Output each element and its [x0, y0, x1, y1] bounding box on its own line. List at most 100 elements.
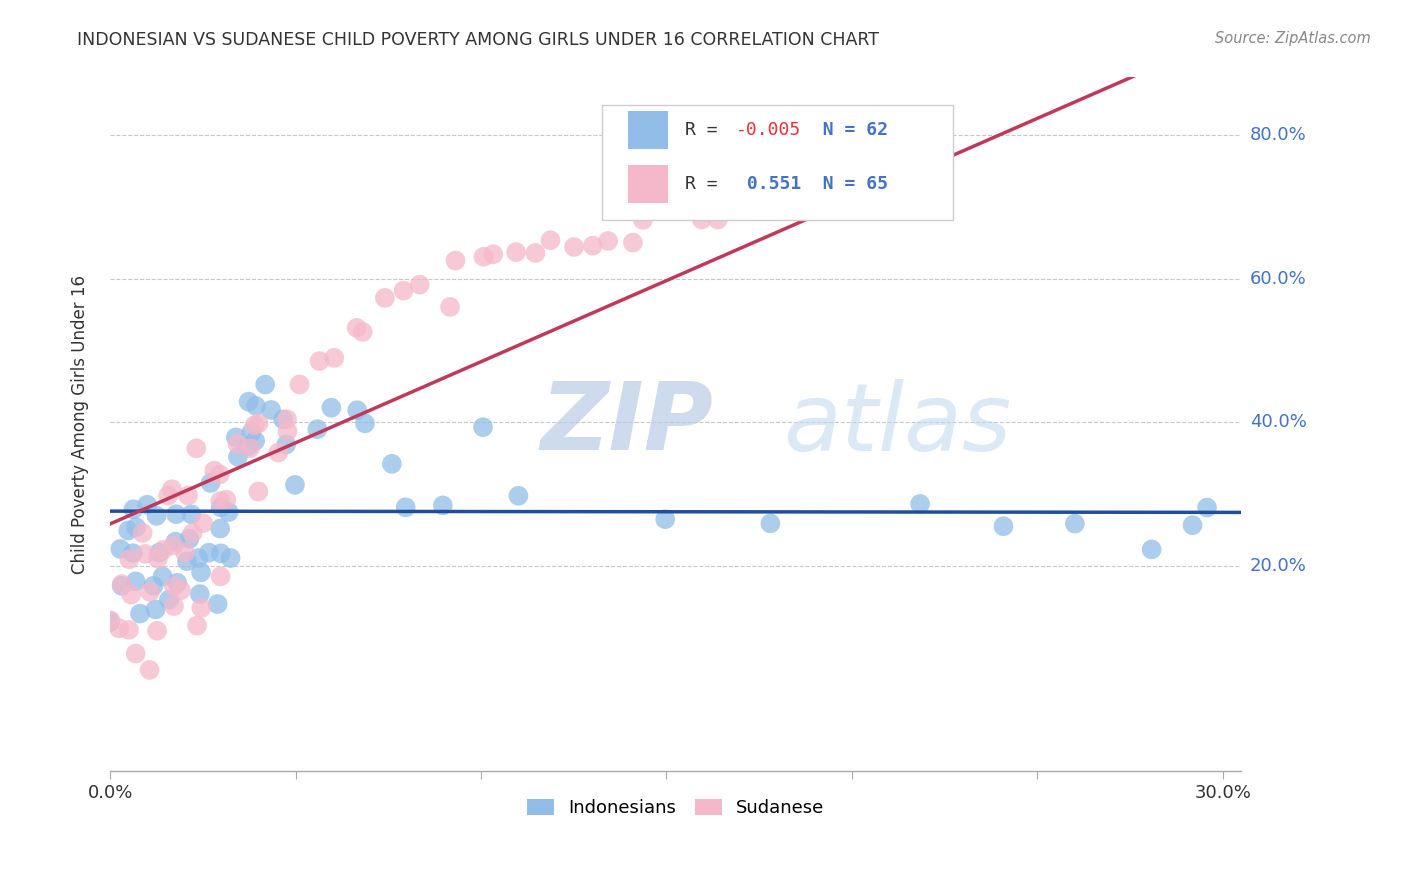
- Text: 60.0%: 60.0%: [1250, 269, 1306, 287]
- Point: [200, 475, 222, 490]
- Point: [209, 522, 232, 536]
- Point: [202, 464, 225, 478]
- Point: [243, 434, 266, 448]
- Point: [118, 623, 141, 637]
- Point: [98, 615, 121, 629]
- Point: [209, 546, 232, 560]
- Point: [100, 613, 122, 627]
- Text: atlas: atlas: [783, 378, 1011, 469]
- Point: [439, 300, 461, 314]
- Point: [284, 478, 307, 492]
- Point: [651, 201, 673, 215]
- Point: [392, 284, 415, 298]
- Point: [239, 442, 262, 456]
- Point: [125, 574, 148, 589]
- Point: [226, 437, 249, 451]
- Point: [505, 245, 527, 260]
- Text: N = 62: N = 62: [801, 121, 889, 139]
- Point: [346, 321, 368, 335]
- Point: [136, 498, 159, 512]
- Point: [138, 663, 160, 677]
- Point: [157, 592, 180, 607]
- Point: [706, 212, 728, 227]
- Point: [110, 541, 132, 556]
- Point: [621, 235, 644, 250]
- Point: [187, 551, 209, 566]
- Point: [179, 532, 201, 546]
- Text: 20.0%: 20.0%: [1250, 557, 1306, 575]
- Point: [152, 542, 174, 557]
- Point: [190, 566, 212, 580]
- Point: [472, 420, 495, 434]
- Point: [267, 445, 290, 459]
- Point: [188, 587, 211, 601]
- Point: [271, 412, 294, 426]
- Point: [381, 457, 404, 471]
- Point: [243, 418, 266, 433]
- Point: [209, 500, 232, 515]
- Point: [1140, 542, 1163, 557]
- Point: [219, 551, 242, 566]
- Point: [346, 403, 368, 417]
- Point: [654, 512, 676, 526]
- Point: [352, 325, 374, 339]
- Point: [1063, 516, 1085, 531]
- Point: [582, 238, 605, 252]
- Point: [125, 520, 148, 534]
- Point: [321, 401, 343, 415]
- Point: [432, 499, 454, 513]
- Y-axis label: Child Poverty Among Girls Under 16: Child Poverty Among Girls Under 16: [72, 275, 89, 574]
- Point: [209, 494, 232, 508]
- Text: -0.005: -0.005: [735, 121, 801, 139]
- Point: [247, 484, 270, 499]
- Point: [152, 569, 174, 583]
- Point: [225, 430, 247, 444]
- Point: [472, 250, 495, 264]
- Point: [254, 377, 277, 392]
- Point: [111, 577, 134, 591]
- Point: [307, 422, 329, 436]
- Text: R =: R =: [685, 121, 728, 139]
- Point: [122, 502, 145, 516]
- Point: [181, 526, 204, 541]
- Point: [240, 425, 263, 440]
- Point: [276, 412, 298, 426]
- Text: 80.0%: 80.0%: [1250, 126, 1306, 144]
- Point: [117, 524, 139, 538]
- Point: [207, 597, 229, 611]
- Point: [735, 190, 758, 204]
- Point: [191, 516, 214, 531]
- Point: [209, 569, 232, 583]
- Point: [247, 417, 270, 431]
- Point: [139, 585, 162, 599]
- Text: Source: ZipAtlas.com: Source: ZipAtlas.com: [1215, 31, 1371, 46]
- Point: [482, 247, 505, 261]
- Point: [174, 545, 197, 559]
- Point: [672, 202, 695, 217]
- Point: [1197, 500, 1219, 515]
- Legend: Indonesians, Sudanese: Indonesians, Sudanese: [520, 791, 831, 824]
- Point: [631, 213, 654, 227]
- Point: [260, 403, 283, 417]
- Point: [218, 505, 240, 519]
- Point: [142, 579, 165, 593]
- Point: [276, 425, 298, 439]
- Point: [276, 437, 298, 451]
- Text: 40.0%: 40.0%: [1250, 413, 1306, 431]
- Point: [215, 492, 238, 507]
- Point: [163, 599, 186, 613]
- Point: [146, 551, 169, 566]
- Point: [166, 575, 188, 590]
- Point: [238, 439, 260, 453]
- Point: [131, 525, 153, 540]
- Point: [122, 546, 145, 560]
- Bar: [628, 112, 668, 150]
- Point: [190, 601, 212, 615]
- Text: ZIP: ZIP: [540, 378, 713, 470]
- Point: [288, 377, 311, 392]
- Point: [177, 488, 200, 502]
- Point: [226, 450, 249, 464]
- FancyBboxPatch shape: [602, 105, 953, 219]
- Point: [108, 621, 131, 635]
- Point: [129, 607, 152, 621]
